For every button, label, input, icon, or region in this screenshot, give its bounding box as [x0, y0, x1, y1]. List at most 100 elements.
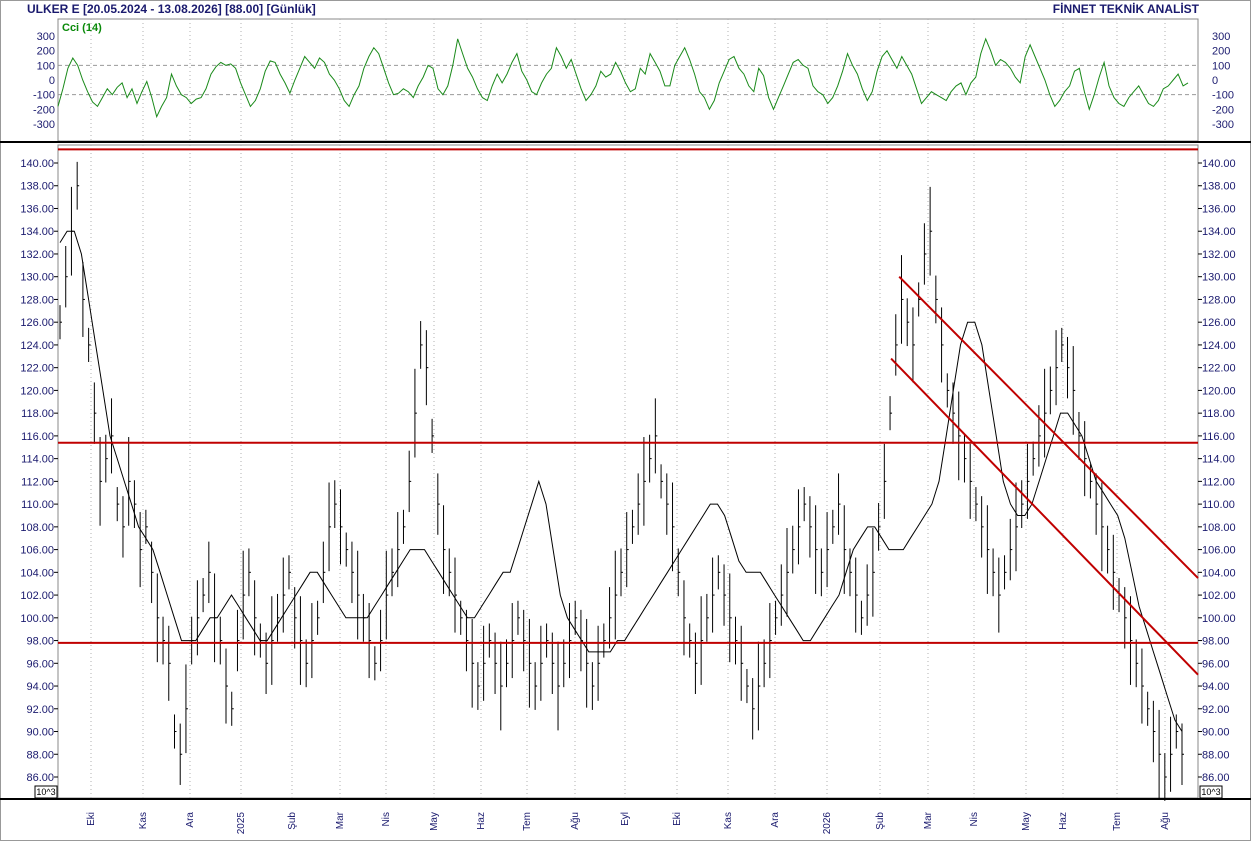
price-y-tick-left: 118.00 [21, 408, 54, 420]
price-y-tick-left: 108.00 [20, 522, 54, 534]
price-y-tick-right: 138.00 [1202, 181, 1236, 193]
price-y-tick-right: 92.00 [1202, 704, 1230, 716]
trend-channel-lower [890, 357, 1199, 676]
price-y-tick-left: 136.00 [20, 203, 54, 215]
price-y-tick-right: 118.00 [1202, 408, 1235, 420]
x-tick-label: Nis [381, 812, 392, 826]
cci-y-tick-left: 0 [49, 75, 55, 87]
scale-badge-left [34, 785, 58, 799]
cci-y-tick-left: -100 [33, 90, 55, 102]
x-tick-label: Haz [1058, 812, 1069, 830]
x-tick-label: Ağu [570, 812, 581, 830]
x-tick-label: 2026 [822, 812, 833, 835]
price-y-tick-left: 88.00 [26, 749, 54, 761]
x-tick-label: May [1021, 812, 1032, 831]
moving-average-line [59, 230, 1183, 732]
cci-y-tick-left: 300 [37, 31, 55, 43]
price-y-tick-left: 104.00 [20, 567, 54, 579]
cci-y-tick-left: 200 [37, 46, 55, 58]
price-y-tick-left: 96.00 [26, 658, 54, 670]
x-tick-label: Mar [923, 811, 934, 829]
x-tick-label: Şub [287, 812, 298, 830]
x-tick-label: Ağu [1160, 812, 1171, 830]
x-tick-label: Kas [723, 812, 734, 829]
x-tick-label: Ara [185, 812, 196, 828]
x-tick-label: 2025 [236, 812, 247, 835]
price-y-tick-right: 114.00 [1202, 454, 1235, 466]
price-y-tick-left: 116.00 [21, 431, 54, 443]
price-y-tick-left: 114.00 [21, 454, 54, 466]
price-y-tick-left: 120.00 [20, 385, 54, 397]
x-tick-label: Nis [969, 812, 980, 826]
x-tick-label: Eki [672, 812, 683, 826]
cci-y-tick-right: 0 [1212, 75, 1218, 87]
axes-layer: Eki Kas Ara 2025 Şub Mar Nis May Haz Tem Ağu Eyl Eki… [20, 31, 1235, 834]
price-y-tick-left: 112.00 [21, 476, 54, 488]
price-y-tick-right: 94.00 [1202, 681, 1230, 693]
price-y-tick-right: 130.00 [1202, 272, 1236, 284]
x-tick-label: Eki [86, 812, 97, 826]
price-y-tick-left: 100.00 [20, 613, 54, 625]
price-y-tick-right: 88.00 [1202, 749, 1230, 761]
cci-y-tick-right: 100 [1212, 60, 1230, 72]
price-y-tick-right: 110.00 [1202, 499, 1235, 511]
price-y-tick-right: 104.00 [1202, 567, 1236, 579]
price-y-tick-right: 122.00 [1202, 363, 1236, 375]
x-tick-label: Eyl [620, 812, 631, 826]
price-layer [59, 161, 1184, 801]
price-y-tick-left: 132.00 [20, 249, 54, 261]
x-tick-label: Şub [875, 812, 886, 830]
x-tick-label: Haz [476, 812, 487, 830]
price-y-tick-left: 126.00 [20, 317, 54, 329]
x-tick-label: Ara [770, 812, 781, 828]
price-y-tick-left: 124.00 [20, 340, 54, 352]
price-y-tick-left: 140.00 [20, 158, 54, 170]
price-y-tick-right: 96.00 [1202, 658, 1230, 670]
price-y-tick-right: 86.00 [1202, 772, 1230, 784]
cci-y-tick-left: 100 [37, 60, 55, 72]
cci-label: Cci (14) [62, 22, 102, 34]
price-y-tick-right: 124.00 [1202, 340, 1236, 352]
price-y-tick-right: 140.00 [1202, 158, 1236, 170]
price-y-tick-left: 86.00 [26, 772, 54, 784]
price-y-tick-right: 116.00 [1202, 431, 1235, 443]
price-y-tick-right: 90.00 [1202, 727, 1230, 739]
price-y-tick-right: 108.00 [1202, 522, 1236, 534]
price-y-tick-right: 98.00 [1202, 636, 1230, 648]
price-y-tick-right: 120.00 [1202, 385, 1236, 397]
cci-layer [57, 37, 1189, 119]
cci-series-line [57, 37, 1189, 119]
cci-y-tick-right: 300 [1212, 31, 1230, 43]
cci-y-tick-left: -200 [33, 104, 55, 116]
chart-title: ULKER E [20.05.2024 - 13.08.2026] [88.00… [27, 2, 316, 16]
price-y-tick-left: 98.00 [26, 636, 54, 648]
price-y-tick-left: 122.00 [20, 363, 54, 375]
price-y-tick-left: 90.00 [26, 727, 54, 739]
price-y-tick-left: 134.00 [20, 226, 54, 238]
price-y-tick-right: 102.00 [1202, 590, 1236, 602]
trend-channel-upper [898, 275, 1199, 579]
x-tick-label: May [429, 812, 440, 831]
cci-y-tick-right: -100 [1212, 90, 1234, 102]
price-y-tick-right: 136.00 [1202, 203, 1236, 215]
price-y-tick-left: 138.00 [20, 181, 54, 193]
scale-badge-left-text: 10^3 [36, 787, 55, 797]
cci-y-tick-right: -200 [1212, 104, 1234, 116]
price-y-tick-right: 132.00 [1202, 249, 1236, 261]
x-tick-label: Kas [138, 812, 149, 829]
price-y-tick-right: 134.00 [1202, 226, 1236, 238]
price-y-tick-right: 126.00 [1202, 317, 1236, 329]
price-y-tick-left: 110.00 [21, 499, 54, 511]
x-tick-label: Mar [335, 811, 346, 829]
price-y-tick-left: 128.00 [20, 294, 54, 306]
price-y-tick-left: 106.00 [20, 545, 54, 557]
grid-layer [58, 19, 1198, 798]
scale-badge-right-text: 10^3 [1201, 787, 1220, 797]
price-y-tick-right: 112.00 [1202, 476, 1235, 488]
price-y-tick-left: 130.00 [20, 272, 54, 284]
price-y-tick-right: 106.00 [1202, 545, 1236, 557]
price-y-tick-left: 102.00 [20, 590, 54, 602]
price-y-tick-right: 128.00 [1202, 294, 1236, 306]
